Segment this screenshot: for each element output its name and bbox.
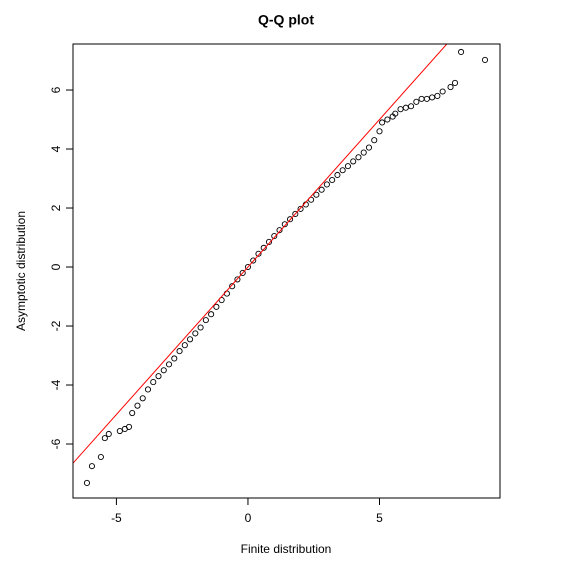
point <box>339 167 346 174</box>
point <box>376 128 383 135</box>
point <box>255 250 262 257</box>
point <box>125 423 133 430</box>
point <box>292 210 299 217</box>
y-tick-label: 4 <box>49 145 63 152</box>
point <box>423 95 430 102</box>
point <box>344 163 351 170</box>
point <box>434 92 441 99</box>
point <box>271 232 278 240</box>
y-tick-label: -6 <box>49 438 63 449</box>
point <box>408 103 415 110</box>
point <box>413 98 420 105</box>
point <box>365 144 373 151</box>
point <box>458 48 465 56</box>
x-axis-label: Finite distribution <box>241 542 332 556</box>
point <box>223 290 230 297</box>
point <box>397 106 404 113</box>
point <box>451 79 459 86</box>
point <box>379 119 386 126</box>
point <box>116 427 123 435</box>
point <box>213 303 220 310</box>
point <box>481 56 489 63</box>
point <box>155 373 162 380</box>
point <box>265 238 273 245</box>
point <box>350 158 357 165</box>
point <box>165 361 173 368</box>
plot-frame <box>72 43 501 499</box>
point <box>360 149 367 156</box>
y-tick-label: -4 <box>49 379 63 390</box>
point <box>276 227 283 234</box>
point <box>318 186 325 193</box>
point <box>392 110 399 117</box>
point <box>355 154 362 161</box>
y-tick-label: -2 <box>49 320 63 331</box>
point <box>171 355 178 362</box>
point <box>447 84 454 91</box>
point <box>160 367 167 374</box>
y-axis-label: Asymptotic distribution <box>14 211 28 331</box>
point <box>287 216 294 223</box>
point <box>144 386 152 393</box>
point <box>384 116 391 123</box>
point <box>260 244 267 251</box>
point <box>181 342 188 349</box>
point <box>334 171 341 179</box>
point <box>281 221 288 228</box>
x-tick-label: 5 <box>376 511 383 525</box>
point <box>150 379 157 386</box>
point <box>139 395 146 402</box>
point <box>97 453 104 461</box>
reference-line <box>73 44 448 464</box>
point <box>197 324 204 331</box>
point <box>329 176 336 184</box>
chart-title: Q-Q plot <box>258 12 314 28</box>
point <box>244 263 252 271</box>
point <box>187 336 194 343</box>
point <box>429 94 436 101</box>
point <box>229 283 236 290</box>
point <box>101 435 108 442</box>
point <box>371 137 378 144</box>
point <box>418 95 425 102</box>
point <box>83 479 90 487</box>
point <box>234 276 241 283</box>
point <box>297 205 304 212</box>
point <box>176 348 183 355</box>
x-tick-label: 0 <box>245 511 252 525</box>
point <box>105 430 112 438</box>
y-tick-label: 0 <box>49 263 63 270</box>
point <box>239 269 246 276</box>
point <box>439 88 446 95</box>
point <box>402 104 409 111</box>
y-tick-label: 6 <box>49 86 63 93</box>
point <box>134 402 141 409</box>
point <box>250 257 257 264</box>
point <box>192 330 199 337</box>
point <box>129 409 136 417</box>
y-tick-label: 2 <box>49 204 63 211</box>
point <box>202 317 209 324</box>
point <box>313 191 320 198</box>
x-tick-label: -5 <box>111 511 122 525</box>
point <box>88 463 95 470</box>
point <box>323 181 330 188</box>
point <box>208 311 215 318</box>
